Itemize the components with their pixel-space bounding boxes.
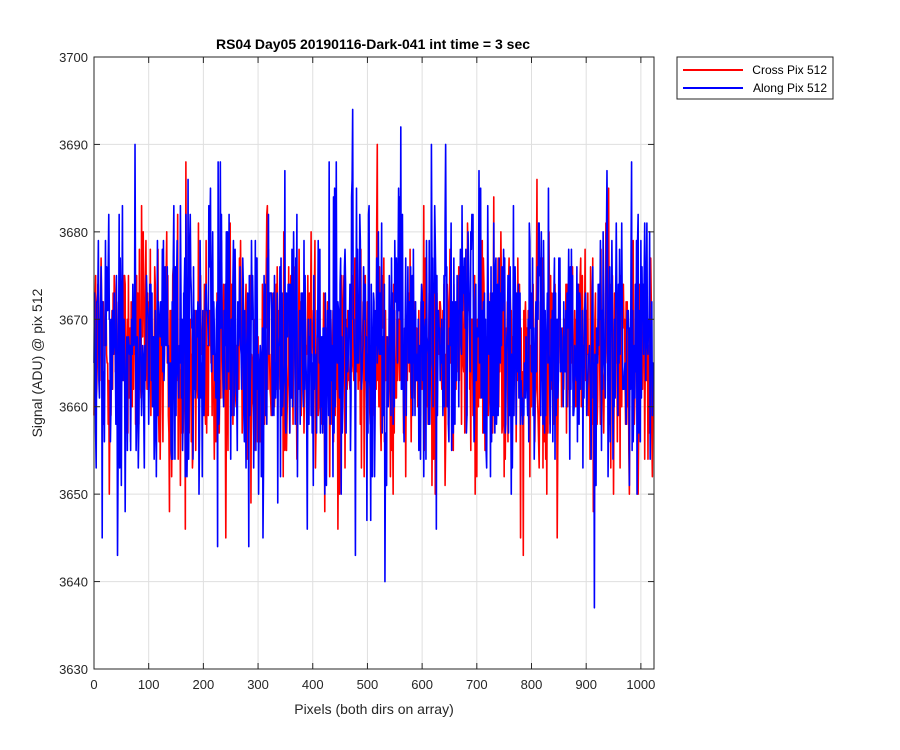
legend-label-cross: Cross Pix 512: [752, 63, 827, 77]
x-tick-label: 500: [357, 677, 379, 692]
axis-ticks: 0 100 200 300 400 500 600 700 800 900 1000 3630 3640…: [59, 50, 655, 692]
y-tick-label: 3670: [59, 312, 88, 327]
y-tick-label: 3700: [59, 50, 88, 65]
y-tick-label: 3640: [59, 575, 88, 590]
x-tick-label: 1000: [626, 677, 655, 692]
series-lines: [93, 108, 655, 609]
x-tick-label: 100: [138, 677, 160, 692]
y-tick-label: 3630: [59, 662, 88, 677]
y-tick-label: 3680: [59, 225, 88, 240]
series-line-along: [93, 108, 654, 609]
x-tick-label: 900: [575, 677, 597, 692]
plot-frame: [93, 56, 655, 670]
chart-title: RS04 Day05 20190116-Dark-041 int time = …: [216, 36, 530, 52]
x-tick-label: 800: [521, 677, 543, 692]
y-tick-label: 3650: [59, 487, 88, 502]
legend-label-along: Along Pix 512: [753, 81, 827, 95]
x-tick-label: 200: [193, 677, 215, 692]
x-tick-label: 0: [90, 677, 97, 692]
y-axis-label: Signal (ADU) @ pix 512: [29, 288, 45, 437]
legend: Cross Pix 512 Along Pix 512: [676, 56, 834, 100]
x-tick-label: 300: [247, 677, 269, 692]
y-tick-label: 3660: [59, 400, 88, 415]
legend-box: [676, 56, 834, 100]
x-tick-label: 700: [466, 677, 488, 692]
x-tick-label: 400: [302, 677, 324, 692]
y-tick-label: 3690: [59, 137, 88, 152]
x-tick-label: 600: [411, 677, 433, 692]
x-axis-label: Pixels (both dirs on array): [294, 701, 454, 717]
